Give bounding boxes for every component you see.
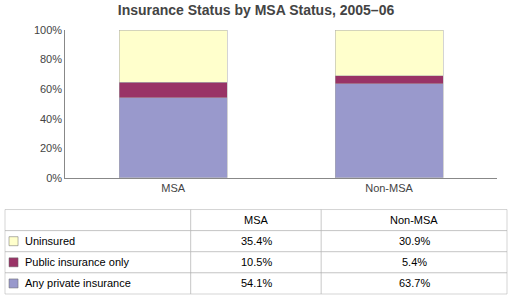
svg-text:100%: 100%: [34, 24, 62, 36]
svg-text:Uninsured: Uninsured: [25, 235, 75, 247]
svg-text:Public insurance only: Public insurance only: [25, 256, 129, 268]
svg-text:Any private insurance: Any private insurance: [25, 277, 131, 289]
svg-text:10.5%: 10.5%: [241, 256, 272, 268]
svg-text:5.4%: 5.4%: [402, 256, 427, 268]
svg-text:40%: 40%: [40, 113, 62, 125]
svg-text:60%: 60%: [40, 83, 62, 95]
svg-text:Non-MSA: Non-MSA: [390, 214, 438, 226]
svg-text:Non-MSA: Non-MSA: [365, 182, 413, 194]
svg-text:MSA: MSA: [161, 182, 186, 194]
svg-text:80%: 80%: [40, 53, 62, 65]
svg-text:30.9%: 30.9%: [399, 235, 430, 247]
svg-text:35.4%: 35.4%: [241, 235, 272, 247]
svg-text:Insurance Status by MSA Status: Insurance Status by MSA Status, 2005–06: [118, 2, 395, 18]
svg-text:63.7%: 63.7%: [399, 277, 430, 289]
svg-text:0%: 0%: [46, 172, 62, 184]
svg-text:54.1%: 54.1%: [241, 277, 272, 289]
svg-text:20%: 20%: [40, 142, 62, 154]
svg-text:MSA: MSA: [244, 214, 269, 226]
